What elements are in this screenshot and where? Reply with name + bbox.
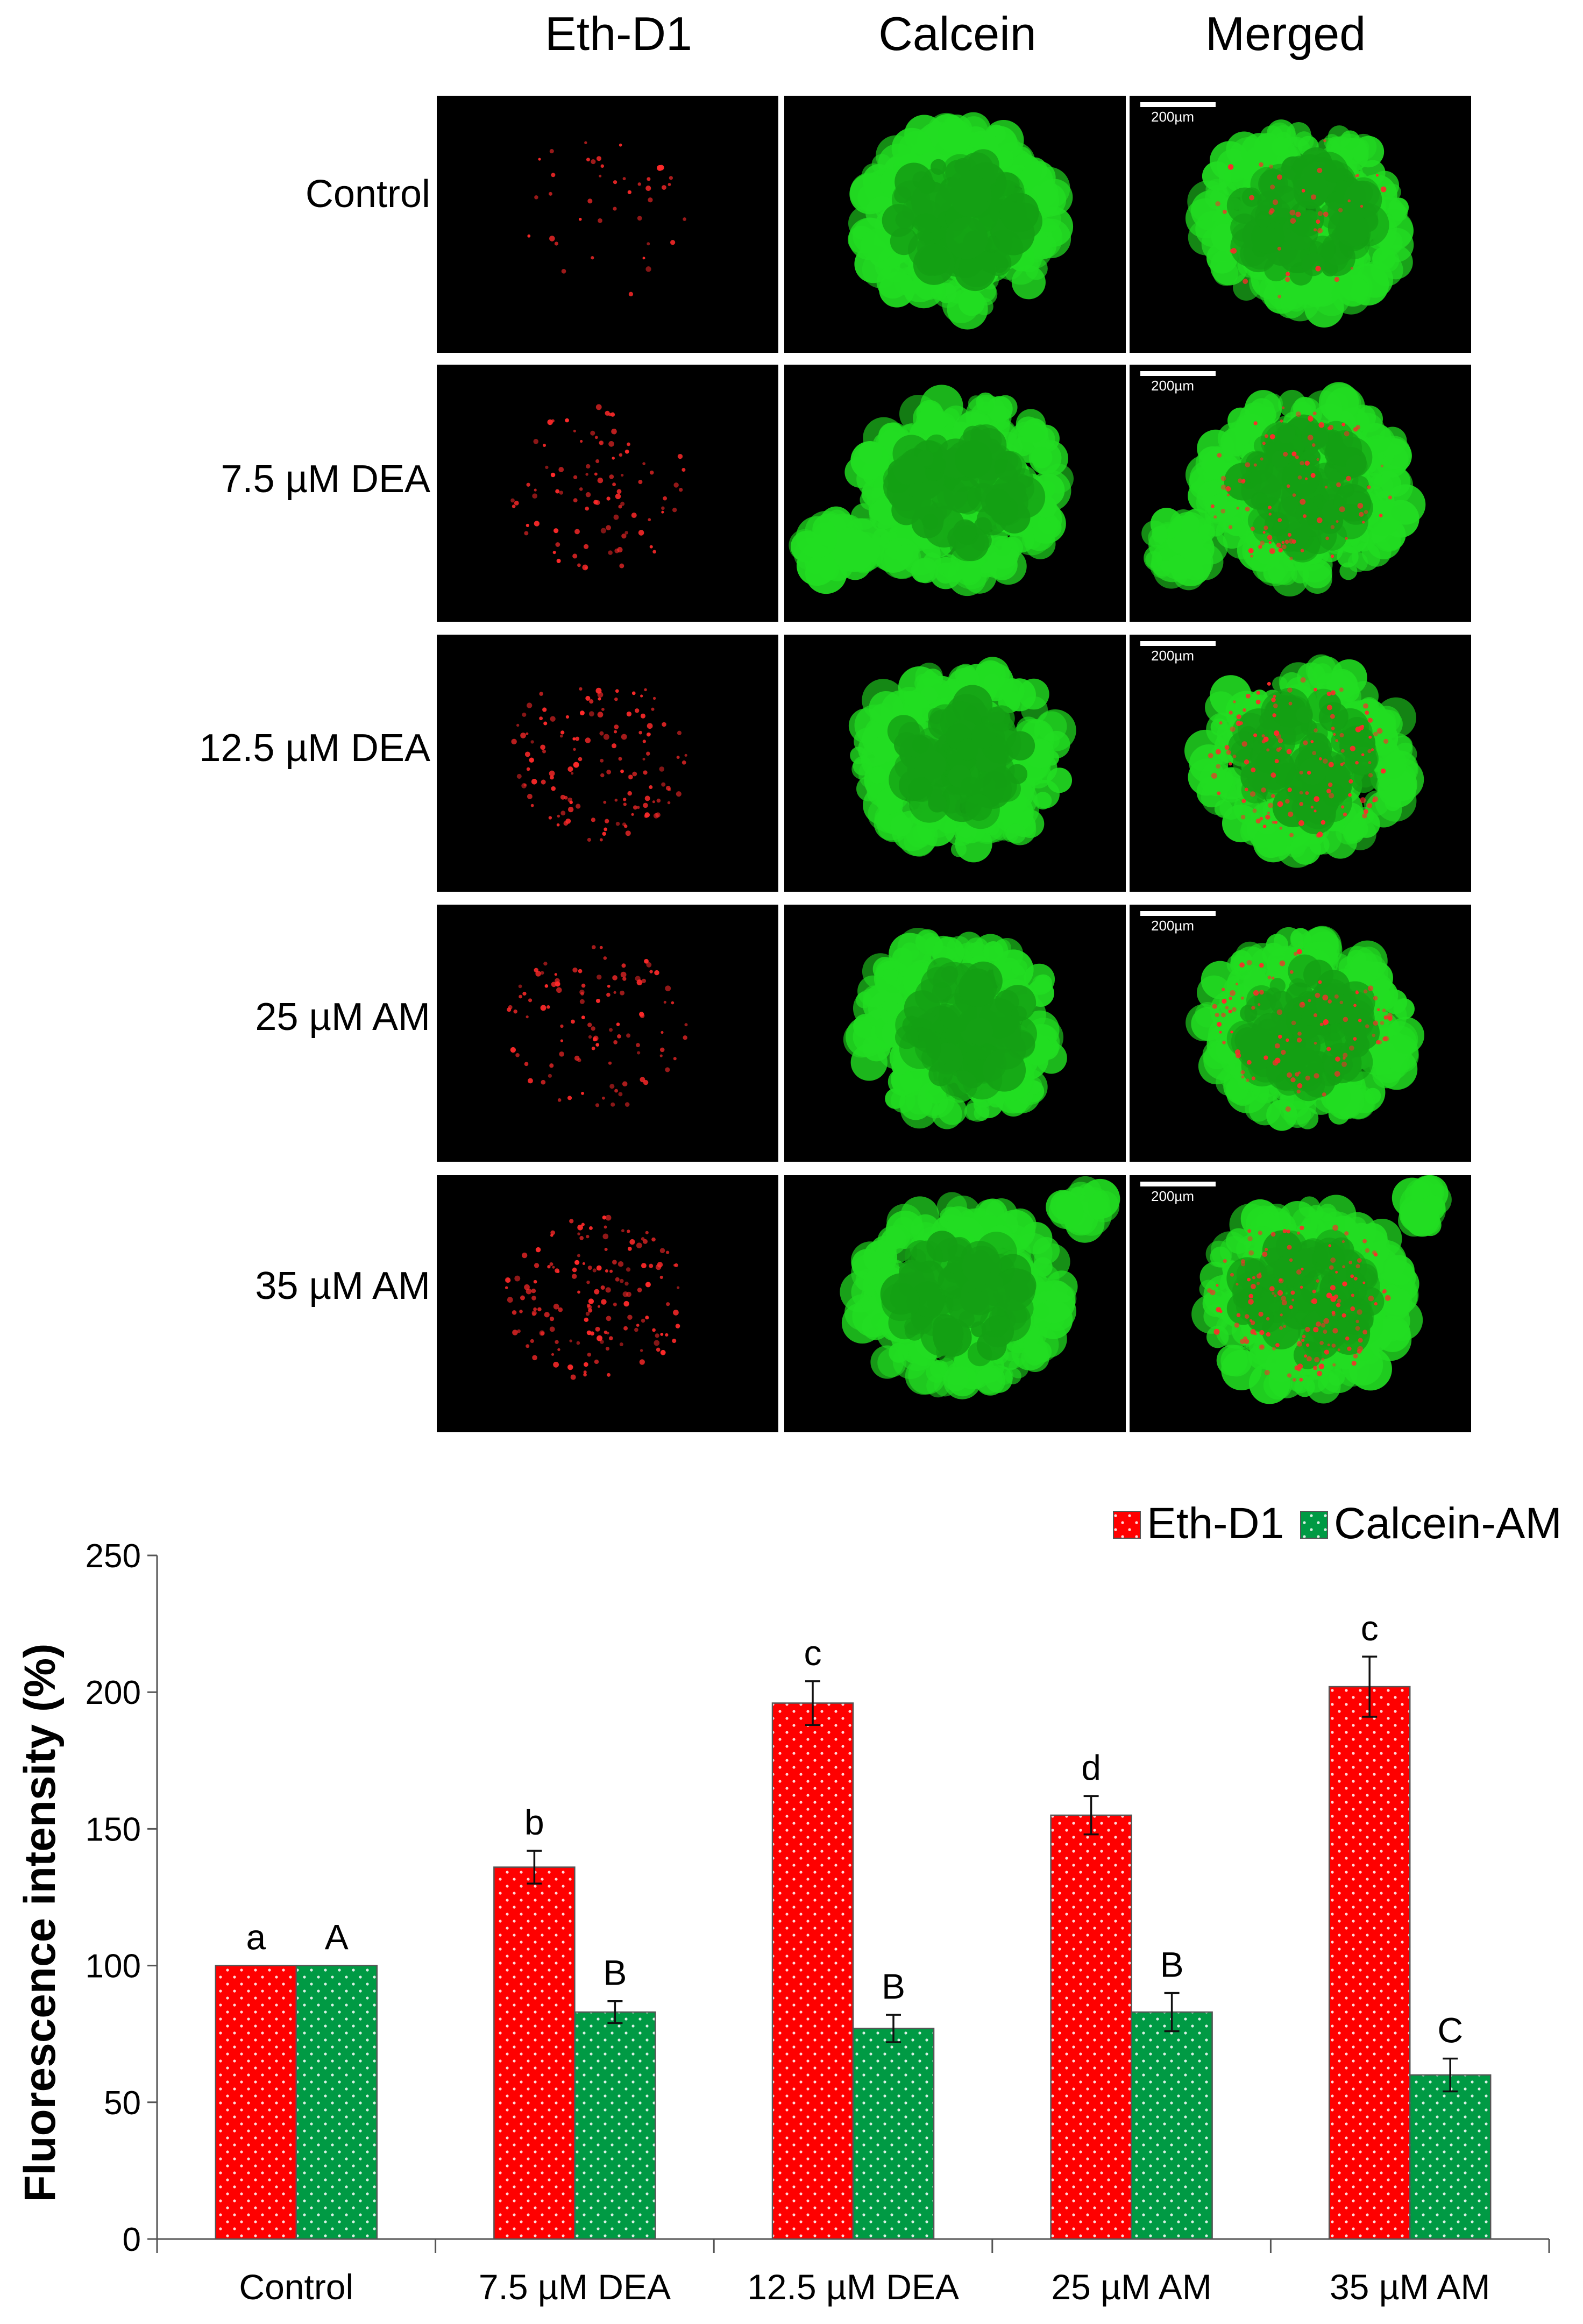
significance-label: b — [524, 1802, 544, 1842]
chart-bars: a Ab Bc Bd Bc C — [215, 1608, 1492, 2240]
y-tick-label: 50 — [104, 2085, 141, 2122]
significance-label: B — [882, 1966, 905, 2006]
bar-calcein-5 — [1409, 2074, 1492, 2240]
x-tick-label: 25 µM AM — [1051, 2267, 1211, 2307]
row-label-dea-12-5: 12.5 µM DEA — [199, 727, 430, 770]
scale-bar — [1140, 911, 1216, 916]
micrograph-calcein-row-3 — [784, 635, 1126, 892]
micrograph-ethd1-row-5 — [437, 1175, 778, 1432]
scale-bar — [1140, 371, 1216, 376]
fluorescence-bar-chart: 0 50 100 150 200 250 Control 7.5 µM DEA 12.5 µM … — [16, 1499, 1562, 2307]
significance-label: d — [1081, 1747, 1101, 1787]
bar-ethd1-1 — [215, 1965, 297, 2240]
legend-swatch-calcein — [1300, 1511, 1328, 1539]
bar-calcein-1 — [295, 1965, 378, 2240]
significance-label: B — [603, 1953, 627, 1993]
micrograph-ethd1-row-3 — [437, 635, 778, 892]
column-header-calcein: Calcein — [878, 7, 1037, 60]
legend-swatch-ethd1 — [1113, 1511, 1141, 1539]
significance-label: a — [246, 1917, 266, 1957]
scale-bar — [1140, 1182, 1216, 1186]
legend-label-ethd1: Eth-D1 — [1147, 1499, 1284, 1548]
bar-ethd1-4 — [1050, 1814, 1132, 2240]
micrograph-ethd1-row-1 — [437, 96, 778, 353]
chart-axes: 0 50 100 150 200 250 Control 7.5 µM DEA 12.5 µM … — [86, 1538, 1550, 2307]
scale-bar-label: 200µm — [1151, 1188, 1195, 1204]
y-axis-label: Fluorescence intensity (%) — [16, 1644, 65, 2202]
micrograph-merged-row-4: 200µm — [1130, 905, 1471, 1162]
significance-label: A — [325, 1917, 349, 1957]
bar-ethd1-5 — [1328, 1686, 1411, 2240]
micrograph-merged-row-1: 200µm — [1130, 96, 1471, 353]
legend-label-calcein: Calcein-AM — [1334, 1499, 1562, 1548]
row-label-control: Control — [305, 173, 430, 216]
significance-label: C — [1437, 2010, 1463, 2050]
scale-bar-label: 200µm — [1151, 918, 1195, 934]
chart-legend: Eth-D1 Calcein-AM — [1113, 1499, 1562, 1548]
row-label-am-25: 25 µM AM — [255, 996, 430, 1039]
column-header-merged: Merged — [1205, 7, 1366, 60]
y-tick-label: 0 — [123, 2221, 141, 2258]
micrograph-ethd1-row-2 — [437, 365, 778, 622]
y-tick-label: 200 — [86, 1674, 141, 1711]
bar-calcein-2 — [574, 2011, 656, 2240]
micrograph-calcein-row-2 — [784, 365, 1126, 622]
x-tick-label: 35 µM AM — [1330, 2267, 1490, 2307]
x-tick-label: 12.5 µM DEA — [747, 2267, 959, 2307]
scale-bar-label: 200µm — [1151, 648, 1195, 664]
x-tick-label: Control — [239, 2267, 353, 2307]
x-tick-label: 7.5 µM DEA — [479, 2267, 671, 2307]
row-label-dea-7-5: 7.5 µM DEA — [221, 458, 430, 501]
row-label-am-35: 35 µM AM — [255, 1264, 430, 1307]
scale-bar-label: 200µm — [1151, 109, 1195, 125]
micrograph-calcein-row-5 — [784, 1175, 1126, 1432]
y-tick-label: 100 — [86, 1948, 141, 1985]
scale-bar-label: 200µm — [1151, 378, 1195, 394]
micrograph-calcein-row-4 — [784, 905, 1126, 1162]
significance-label: c — [804, 1633, 822, 1673]
scale-bar — [1140, 641, 1216, 646]
micrograph-merged-row-2: 200µm — [1130, 365, 1471, 622]
micrograph-calcein-row-1 — [784, 96, 1126, 353]
y-tick-label: 150 — [86, 1811, 141, 1848]
micrograph-merged-row-3: 200µm — [1130, 635, 1471, 892]
scale-bar — [1140, 102, 1216, 107]
micrograph-ethd1-row-4 — [437, 905, 778, 1162]
bar-calcein-3 — [852, 2028, 935, 2240]
significance-label: B — [1160, 1944, 1184, 1984]
bar-ethd1-3 — [771, 1702, 854, 2240]
significance-label: c — [1361, 1608, 1379, 1648]
bar-ethd1-2 — [493, 1866, 576, 2240]
y-tick-label: 250 — [86, 1538, 141, 1575]
column-header-ethd1: Eth-D1 — [545, 7, 692, 60]
bar-calcein-4 — [1131, 2011, 1213, 2240]
micrograph-merged-row-5: 200µm — [1130, 1175, 1471, 1432]
